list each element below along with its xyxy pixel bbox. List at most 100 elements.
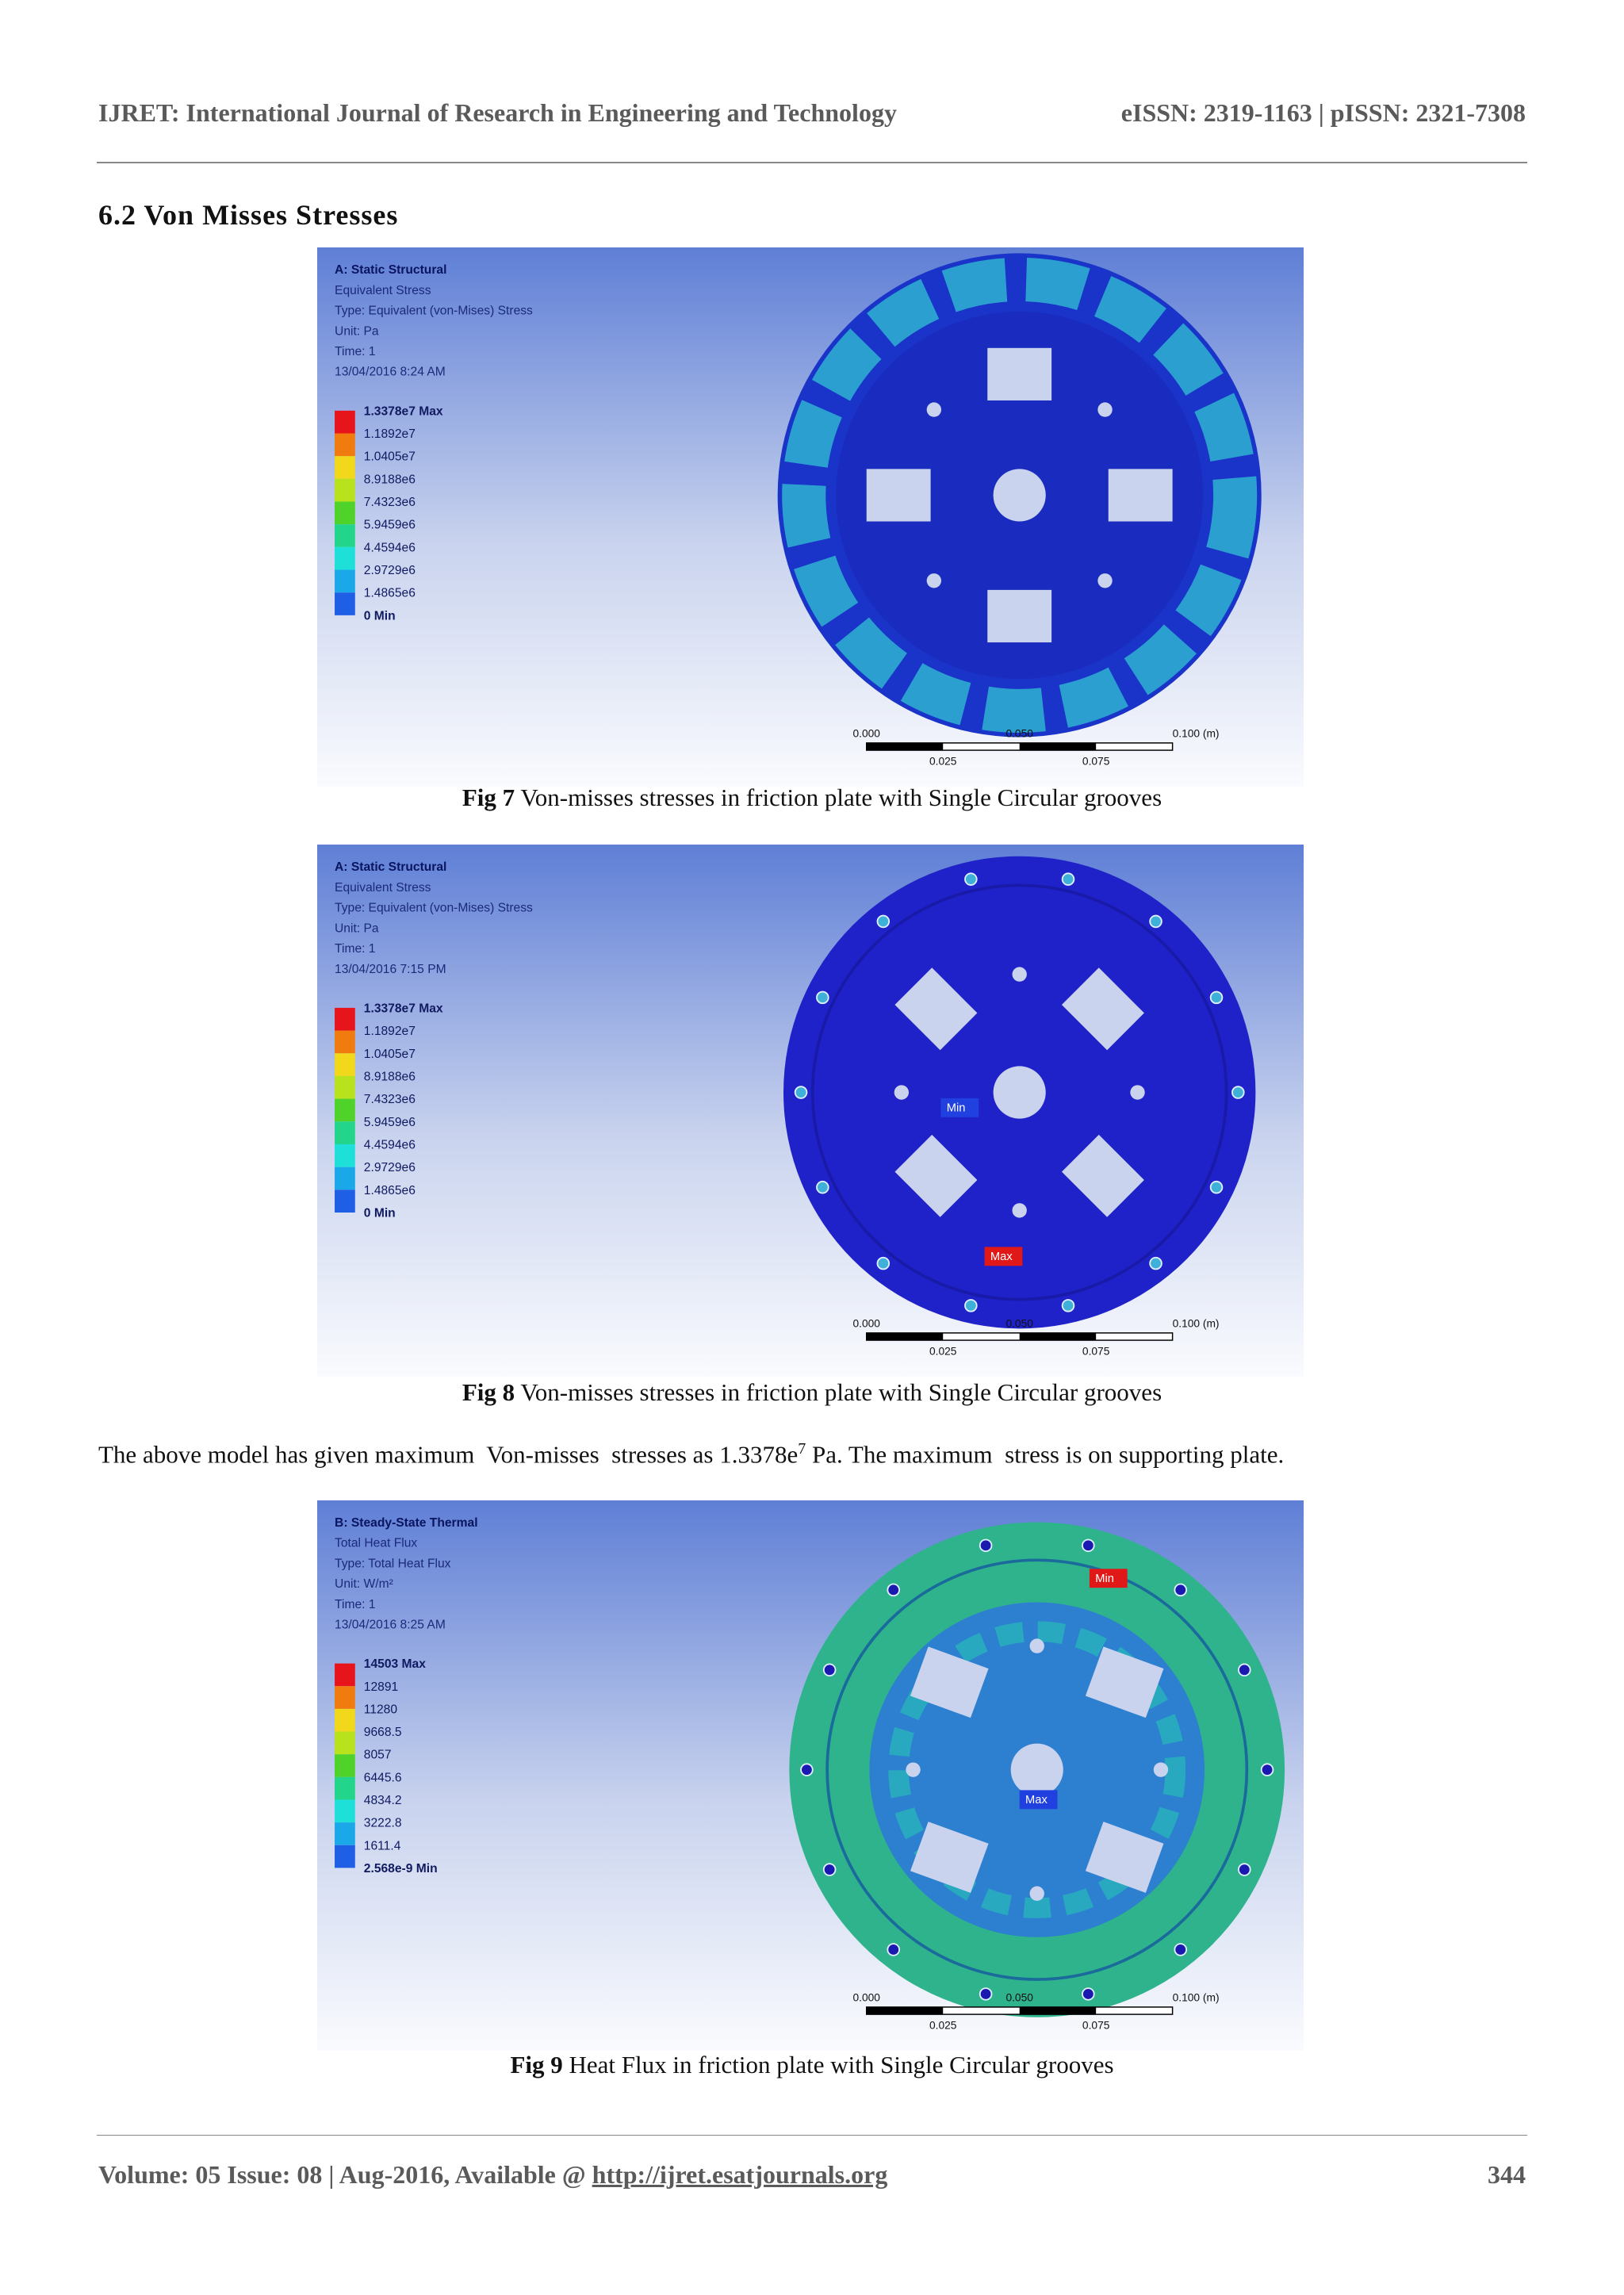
caption: Fig 9 Heat Flux in friction plate with S… <box>0 2051 1624 2079</box>
rivet <box>1238 1663 1251 1677</box>
legend-swatch <box>335 1098 355 1122</box>
legend-label: 5.9459e6 <box>364 1116 416 1129</box>
scale-label: 0.000 <box>853 728 881 740</box>
square-hole <box>987 589 1052 643</box>
rivet <box>822 1663 837 1677</box>
info-line: Time: 1 <box>335 345 375 358</box>
legend-swatch <box>335 501 355 525</box>
small-hole <box>1097 402 1113 417</box>
rivet <box>1061 872 1075 886</box>
link[interactable]: http://ijret.esatjournals.org <box>592 2160 888 2189</box>
legend-swatch <box>335 1845 355 1868</box>
legend-swatch <box>335 1030 355 1054</box>
scale-fill <box>866 1332 944 1341</box>
legend-label: 1.1892e7 <box>364 1025 416 1038</box>
legend-label: 8057 <box>364 1749 392 1762</box>
disk-patch <box>888 1621 1186 1918</box>
legend-label: 4834.2 <box>364 1794 402 1807</box>
small-hole <box>1012 967 1027 982</box>
footer-text: Volume: 05 Issue: 08 | Aug-2016, Availab… <box>98 2160 887 2190</box>
legend-label: 14503 Max <box>364 1657 426 1671</box>
figure-image: A: Static Structural Equivalent Stress Typ… <box>317 247 1304 787</box>
info-line: Time: 1 <box>335 942 375 956</box>
legend-swatch <box>335 433 355 457</box>
scale-label: 0.050 <box>1005 1317 1033 1329</box>
info-line: B: Steady-State Thermal <box>335 1516 478 1530</box>
square-hole <box>894 1134 978 1217</box>
rivet <box>1231 1086 1245 1099</box>
small-hole <box>1153 1762 1169 1777</box>
info-line: Unit: Pa <box>335 324 379 338</box>
issn: eISSN: 2319-1163 | pISSN: 2321-7308 <box>1120 98 1526 127</box>
caption-label: Fig 9 <box>510 2051 563 2079</box>
text: Pa. The maximum stress is on supporting … <box>806 1440 1285 1469</box>
text: The above model has given maximum Von-mi… <box>98 1440 799 1469</box>
rivet <box>887 1583 900 1597</box>
small-hole <box>1029 1638 1044 1653</box>
square-hole <box>910 1646 989 1718</box>
footer-rule <box>97 2135 1527 2136</box>
rivet <box>876 1256 891 1270</box>
legend-swatch <box>335 1754 355 1777</box>
scale-label: 0.075 <box>1082 2019 1110 2031</box>
caption-text: Von-misses stresses in friction plate wi… <box>520 1378 1162 1406</box>
square-hole <box>987 347 1052 400</box>
center-hole <box>1010 1743 1063 1796</box>
info-line: Type: Equivalent (von-Mises) Stress <box>335 902 533 915</box>
center-hole <box>993 1066 1046 1119</box>
small-hole <box>926 573 942 588</box>
groove <box>810 883 1228 1301</box>
legend-label: 9668.5 <box>364 1726 402 1739</box>
paragraph: The above model has given maximum Von-mi… <box>98 1440 1284 1469</box>
info-line: Type: Equivalent (von-Mises) Stress <box>335 305 533 318</box>
legend-label: 11280 <box>364 1703 398 1716</box>
scale-fill <box>866 742 944 751</box>
legend-swatch <box>335 410 355 434</box>
figure-image: B: Steady-State Thermal Total Heat Flux Ty… <box>317 1500 1304 2051</box>
info-line: Type: Total Heat Flux <box>335 1557 451 1570</box>
info-line: Total Heat Flux <box>335 1537 417 1550</box>
rivet <box>964 872 978 886</box>
legend-swatch <box>335 546 355 570</box>
info-line: A: Static Structural <box>335 263 446 277</box>
scale-label: 0.025 <box>929 1345 957 1357</box>
scale-label: 0.100 (m) <box>1173 1992 1220 2004</box>
small-hole <box>1012 1203 1027 1218</box>
header-rule <box>97 162 1527 163</box>
rivet <box>876 914 891 929</box>
scale-label: 0.100 (m) <box>1173 728 1220 740</box>
legend-swatch <box>335 1822 355 1845</box>
info-line: 13/04/2016 8:24 AM <box>335 366 446 379</box>
rivet <box>1082 1538 1095 1553</box>
caption: Fig 7 Von-misses stresses in friction pl… <box>0 784 1624 812</box>
journal-name: IJRET: International Journal of Research… <box>98 98 897 127</box>
figure-image: A: Static Structural Equivalent Stress Typ… <box>317 845 1304 1377</box>
scale-label: 0.075 <box>1082 755 1110 767</box>
caption: Fig 8 Von-misses stresses in friction pl… <box>0 1378 1624 1407</box>
rivet <box>1149 914 1162 929</box>
legend-label: 8.9188e6 <box>364 473 416 486</box>
rivet <box>979 1538 993 1553</box>
legend-label: 7.4323e6 <box>364 1093 416 1106</box>
scale-fill <box>1019 1332 1097 1341</box>
tag <box>940 1098 979 1117</box>
legend-label: 1.4865e6 <box>364 587 416 600</box>
tag <box>1089 1569 1128 1588</box>
legend-swatch <box>335 1144 355 1167</box>
square-hole <box>1085 1646 1164 1718</box>
rivet <box>887 1943 900 1956</box>
legend-label: 6445.6 <box>364 1771 402 1784</box>
legend-swatch <box>335 1167 355 1190</box>
exponent: 7 <box>798 1440 806 1458</box>
square-hole <box>1061 1134 1144 1217</box>
square-hole <box>1085 1822 1164 1893</box>
legend-swatch <box>335 1663 355 1687</box>
scale-label: 0.000 <box>853 1992 881 2004</box>
legend-swatch <box>335 1053 355 1076</box>
legend-label: 2.568e-9 Min <box>364 1862 438 1875</box>
caption-text: Heat Flux in friction plate with Single … <box>569 2051 1114 2079</box>
caption-text: Von-misses stresses in friction plate wi… <box>520 784 1162 811</box>
legend-label: 1.0405e7 <box>364 450 416 464</box>
legend-label: 7.4323e6 <box>364 496 416 509</box>
volume: Volume: 05 Issue: 08 | Aug-2016, Availab… <box>98 2160 592 2189</box>
